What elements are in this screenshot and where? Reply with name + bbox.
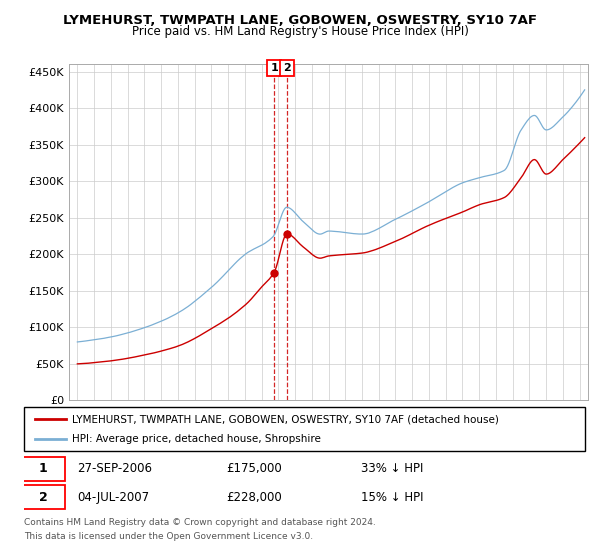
Text: 1: 1 [38,463,47,475]
Text: 04-JUL-2007: 04-JUL-2007 [77,491,149,503]
FancyBboxPatch shape [24,407,585,451]
FancyBboxPatch shape [21,486,65,509]
Text: 1: 1 [270,63,278,73]
Text: £228,000: £228,000 [226,491,282,503]
Text: Contains HM Land Registry data © Crown copyright and database right 2024.: Contains HM Land Registry data © Crown c… [24,518,376,527]
Text: This data is licensed under the Open Government Licence v3.0.: This data is licensed under the Open Gov… [24,532,313,541]
Text: Price paid vs. HM Land Registry's House Price Index (HPI): Price paid vs. HM Land Registry's House … [131,25,469,38]
Text: LYMEHURST, TWMPATH LANE, GOBOWEN, OSWESTRY, SY10 7AF (detached house): LYMEHURST, TWMPATH LANE, GOBOWEN, OSWEST… [71,414,499,424]
Text: LYMEHURST, TWMPATH LANE, GOBOWEN, OSWESTRY, SY10 7AF: LYMEHURST, TWMPATH LANE, GOBOWEN, OSWEST… [63,14,537,27]
Text: HPI: Average price, detached house, Shropshire: HPI: Average price, detached house, Shro… [71,433,320,444]
Text: 2: 2 [38,491,47,503]
Text: 15% ↓ HPI: 15% ↓ HPI [361,491,423,503]
Text: 2: 2 [283,63,291,73]
Text: £175,000: £175,000 [226,463,282,475]
FancyBboxPatch shape [21,457,65,480]
Text: 27-SEP-2006: 27-SEP-2006 [77,463,152,475]
Text: 33% ↓ HPI: 33% ↓ HPI [361,463,423,475]
